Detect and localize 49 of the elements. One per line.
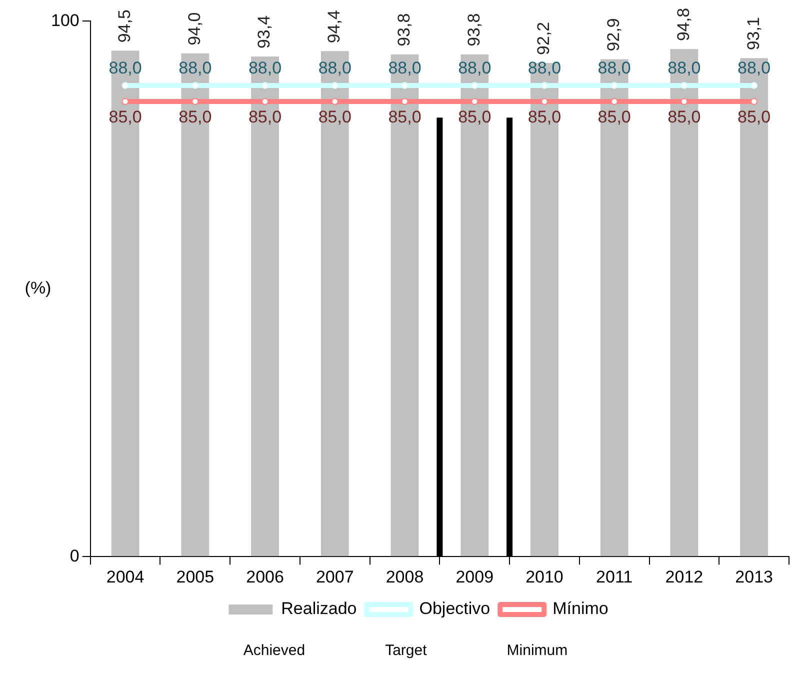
data-label: 93,4	[254, 15, 274, 49]
data-label: 88,0	[458, 58, 492, 78]
data-label: 88,0	[738, 58, 771, 78]
x-tick-label: 2006	[246, 567, 284, 586]
legend-label: Realizado	[281, 599, 357, 618]
x-tick-label: 2010	[526, 567, 564, 586]
x-tick-label: 2009	[456, 567, 494, 586]
data-label: 94,4	[324, 10, 344, 44]
y-tick-label: 100	[50, 10, 80, 30]
data-label: 85,0	[318, 108, 352, 127]
data-label: 85,0	[108, 108, 142, 127]
data-label: 92,9	[604, 18, 624, 52]
data-label: 85,0	[598, 108, 631, 127]
data-label: 94,0	[184, 12, 204, 46]
data-label: 85,0	[458, 108, 492, 127]
data-label: 88,0	[178, 58, 212, 78]
x-tick-label: 2005	[176, 567, 214, 586]
data-label: 88,0	[108, 58, 142, 78]
data-label: 93,8	[464, 13, 484, 46]
data-label: 85,0	[388, 108, 422, 127]
data-label: 85,0	[668, 108, 701, 127]
x-tick-label: 2013	[735, 567, 773, 586]
x-tick-label: 2012	[665, 567, 704, 586]
y-tick-label: 0	[70, 546, 80, 566]
data-label: 85,0	[738, 108, 771, 127]
data-label: 88,0	[248, 58, 282, 78]
data-label: 94,8	[674, 8, 693, 42]
x-tick-label: 2008	[386, 567, 424, 586]
data-label: 85,0	[178, 108, 212, 127]
data-label: 94,5	[114, 10, 134, 43]
text: Target	[385, 642, 427, 659]
data-label: 85,0	[248, 108, 282, 127]
data-label: 88,0	[528, 58, 562, 78]
text: Achieved	[243, 642, 306, 659]
data-label: 88,0	[598, 58, 631, 78]
x-tick-label: 2007	[316, 567, 354, 586]
data-label: 88,0	[668, 58, 701, 78]
legend-label: Mínimo	[552, 599, 608, 618]
x-tick-label: 2011	[596, 567, 633, 586]
data-label: 93,1	[744, 17, 763, 50]
data-label: 92,2	[534, 22, 554, 55]
y-axis-title: (%)	[24, 278, 52, 298]
data-label: 85,0	[528, 108, 562, 127]
legend-label: Objectivo	[419, 599, 490, 618]
data-label: 88,0	[388, 58, 422, 78]
text: Minimum	[506, 642, 568, 659]
data-label: 93,8	[394, 13, 414, 46]
data-label: 88,0	[318, 58, 352, 78]
x-tick-label: 2004	[106, 567, 144, 586]
